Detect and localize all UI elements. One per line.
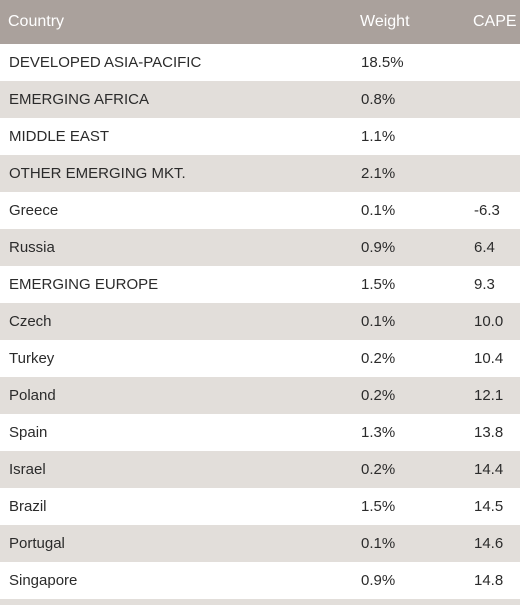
cell-weight: 0.9% xyxy=(361,572,396,589)
cell-country: EMERGING AFRICA xyxy=(9,91,150,108)
table-row: Spain 1.3% 13.8 xyxy=(0,414,520,451)
cell-cape: 13.8 xyxy=(474,424,504,441)
table-row: Brazil 1.5% 14.5 xyxy=(0,488,520,525)
cell-country: Singapore xyxy=(9,572,78,589)
table-row: Poland 0.2% 12.1 xyxy=(0,377,520,414)
table-row: DEVELOPED ASIA-PACIFIC 18.5% xyxy=(0,44,520,81)
cell-weight: 1.3% xyxy=(361,424,396,441)
table-row: Russia 0.9% 6.4 xyxy=(0,229,520,266)
table-row: MIDDLE EAST 1.1% xyxy=(0,118,520,155)
cell-cape: 12.1 xyxy=(474,387,504,404)
cell-weight: 0.2% xyxy=(361,350,396,367)
cell-cape: 10.0 xyxy=(474,313,504,330)
cell-weight: 0.1% xyxy=(361,535,396,552)
cell-country: Poland xyxy=(9,387,56,404)
cell-country: Israel xyxy=(9,461,46,478)
cell-weight: 1.5% xyxy=(361,498,396,515)
header-cape: CAPE xyxy=(473,13,517,30)
table-row: Czech 0.1% 10.0 xyxy=(0,303,520,340)
cell-cape: 14.5 xyxy=(474,498,504,515)
cell-country: Portugal xyxy=(9,535,65,552)
cell-weight: 18.5% xyxy=(361,54,404,71)
table-row: Greece 0.1% -6.3 xyxy=(0,192,520,229)
header-country: Country xyxy=(8,13,65,30)
cell-country: MIDDLE EAST xyxy=(9,128,110,145)
cell-country: Czech xyxy=(9,313,52,330)
cell-cape: 14.4 xyxy=(474,461,504,478)
cell-country: Russia xyxy=(9,239,55,256)
cell-cape: 10.4 xyxy=(474,350,504,367)
cell-cape: 14.8 xyxy=(474,572,504,589)
cell-country: Spain xyxy=(9,424,48,441)
cell-country: OTHER EMERGING MKT. xyxy=(9,165,186,182)
cell-country: Greece xyxy=(9,202,59,219)
cell-weight: 0.8% xyxy=(361,91,396,108)
table-row: OTHER EMERGING MKT. 2.1% xyxy=(0,155,520,192)
table-row: Turkey 0.2% 10.4 xyxy=(0,340,520,377)
header-weight: Weight xyxy=(360,13,410,30)
cell-weight: 0.2% xyxy=(361,461,396,478)
table-row: Israel 0.2% 14.4 xyxy=(0,451,520,488)
cell-weight: 0.9% xyxy=(361,239,396,256)
cell-country: Turkey xyxy=(9,350,55,367)
table-bottom-strip xyxy=(0,599,520,605)
table-header: Country Weight CAPE xyxy=(0,0,520,44)
cell-country: EMERGING EUROPE xyxy=(9,276,159,293)
cell-cape: 9.3 xyxy=(474,276,495,293)
cell-weight: 0.1% xyxy=(361,313,396,330)
table-row: Singapore 0.9% 14.8 xyxy=(0,562,520,599)
cell-weight: 0.1% xyxy=(361,202,396,219)
table-row: EMERGING EUROPE 1.5% 9.3 xyxy=(0,266,520,303)
table-row: EMERGING AFRICA 0.8% xyxy=(0,81,520,118)
table-row: Portugal 0.1% 14.6 xyxy=(0,525,520,562)
cell-weight: 0.2% xyxy=(361,387,396,404)
cell-cape: 6.4 xyxy=(474,239,495,256)
cell-country: DEVELOPED ASIA-PACIFIC xyxy=(9,54,202,71)
cell-weight: 2.1% xyxy=(361,165,396,182)
cell-cape: -6.3 xyxy=(474,202,500,219)
cell-country: Brazil xyxy=(9,498,47,515)
cell-weight: 1.5% xyxy=(361,276,396,293)
cell-weight: 1.1% xyxy=(361,128,396,145)
cell-cape: 14.6 xyxy=(474,535,504,552)
